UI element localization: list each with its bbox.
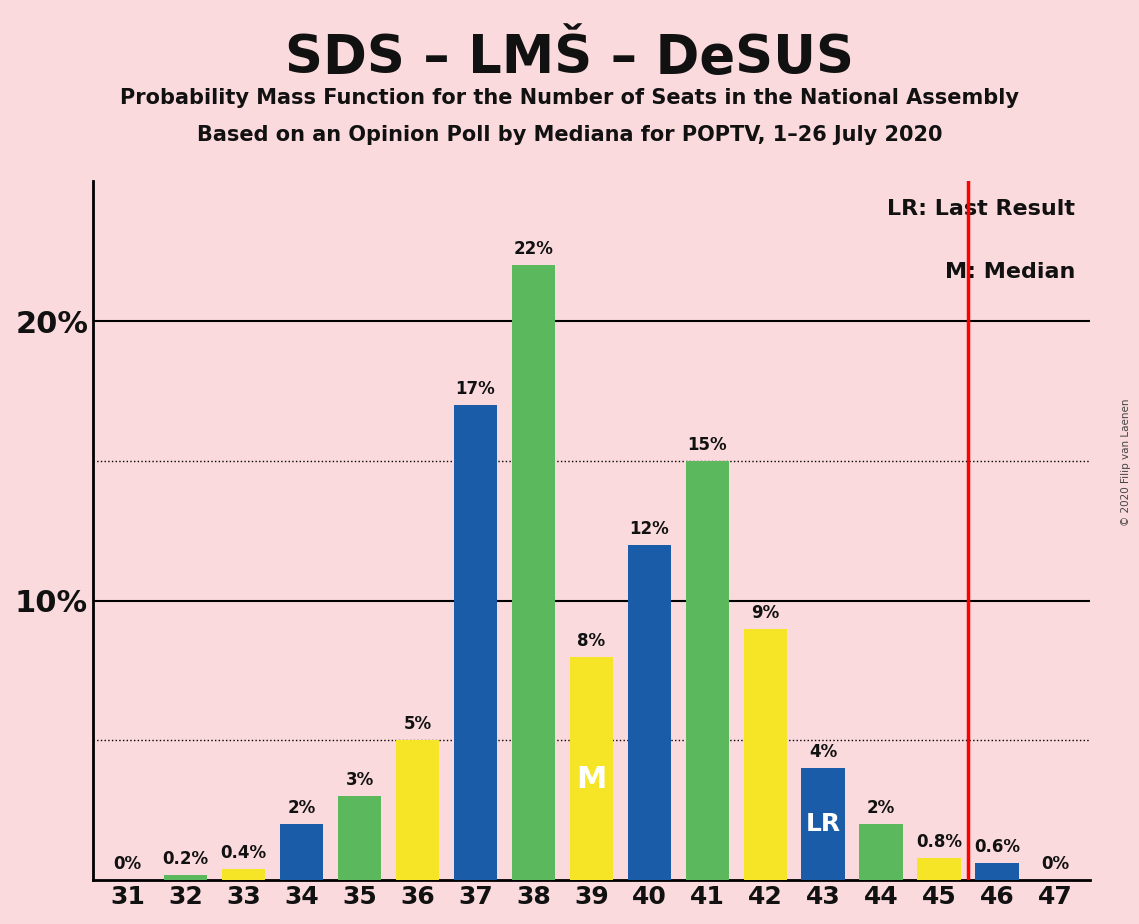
- Bar: [280, 824, 323, 881]
- Text: 22%: 22%: [514, 240, 554, 258]
- Text: 12%: 12%: [630, 519, 670, 538]
- Text: 0.2%: 0.2%: [163, 849, 208, 868]
- Text: Based on an Opinion Poll by Mediana for POPTV, 1–26 July 2020: Based on an Opinion Poll by Mediana for …: [197, 125, 942, 145]
- Bar: [975, 863, 1018, 881]
- Text: LR: Last Result: LR: Last Result: [887, 199, 1075, 219]
- Text: 9%: 9%: [751, 603, 779, 622]
- Bar: [164, 874, 207, 881]
- Bar: [338, 796, 382, 881]
- Text: 17%: 17%: [456, 380, 495, 398]
- Text: 0%: 0%: [114, 855, 142, 873]
- Text: 8%: 8%: [577, 631, 606, 650]
- Text: 0%: 0%: [1041, 855, 1070, 873]
- Bar: [860, 824, 903, 881]
- Text: 4%: 4%: [809, 743, 837, 761]
- Text: 15%: 15%: [688, 436, 727, 454]
- Bar: [744, 628, 787, 881]
- Bar: [396, 740, 440, 881]
- Bar: [511, 265, 555, 881]
- Bar: [570, 657, 613, 881]
- Text: M: Median: M: Median: [944, 261, 1075, 282]
- Bar: [686, 461, 729, 881]
- Text: 0.6%: 0.6%: [974, 838, 1021, 857]
- Text: 0.8%: 0.8%: [916, 833, 962, 851]
- Text: 0.4%: 0.4%: [221, 844, 267, 862]
- Text: Probability Mass Function for the Number of Seats in the National Assembly: Probability Mass Function for the Number…: [120, 88, 1019, 108]
- Bar: [802, 769, 845, 881]
- Text: © 2020 Filip van Laenen: © 2020 Filip van Laenen: [1121, 398, 1131, 526]
- Bar: [917, 857, 961, 881]
- Text: 3%: 3%: [345, 772, 374, 789]
- Bar: [222, 869, 265, 881]
- Bar: [628, 545, 671, 881]
- Text: SDS – LMŠ – DeSUS: SDS – LMŠ – DeSUS: [285, 32, 854, 84]
- Text: M: M: [576, 765, 607, 794]
- Bar: [453, 405, 498, 881]
- Text: 2%: 2%: [867, 799, 895, 817]
- Text: LR: LR: [805, 812, 841, 836]
- Text: 2%: 2%: [287, 799, 316, 817]
- Text: 5%: 5%: [403, 715, 432, 734]
